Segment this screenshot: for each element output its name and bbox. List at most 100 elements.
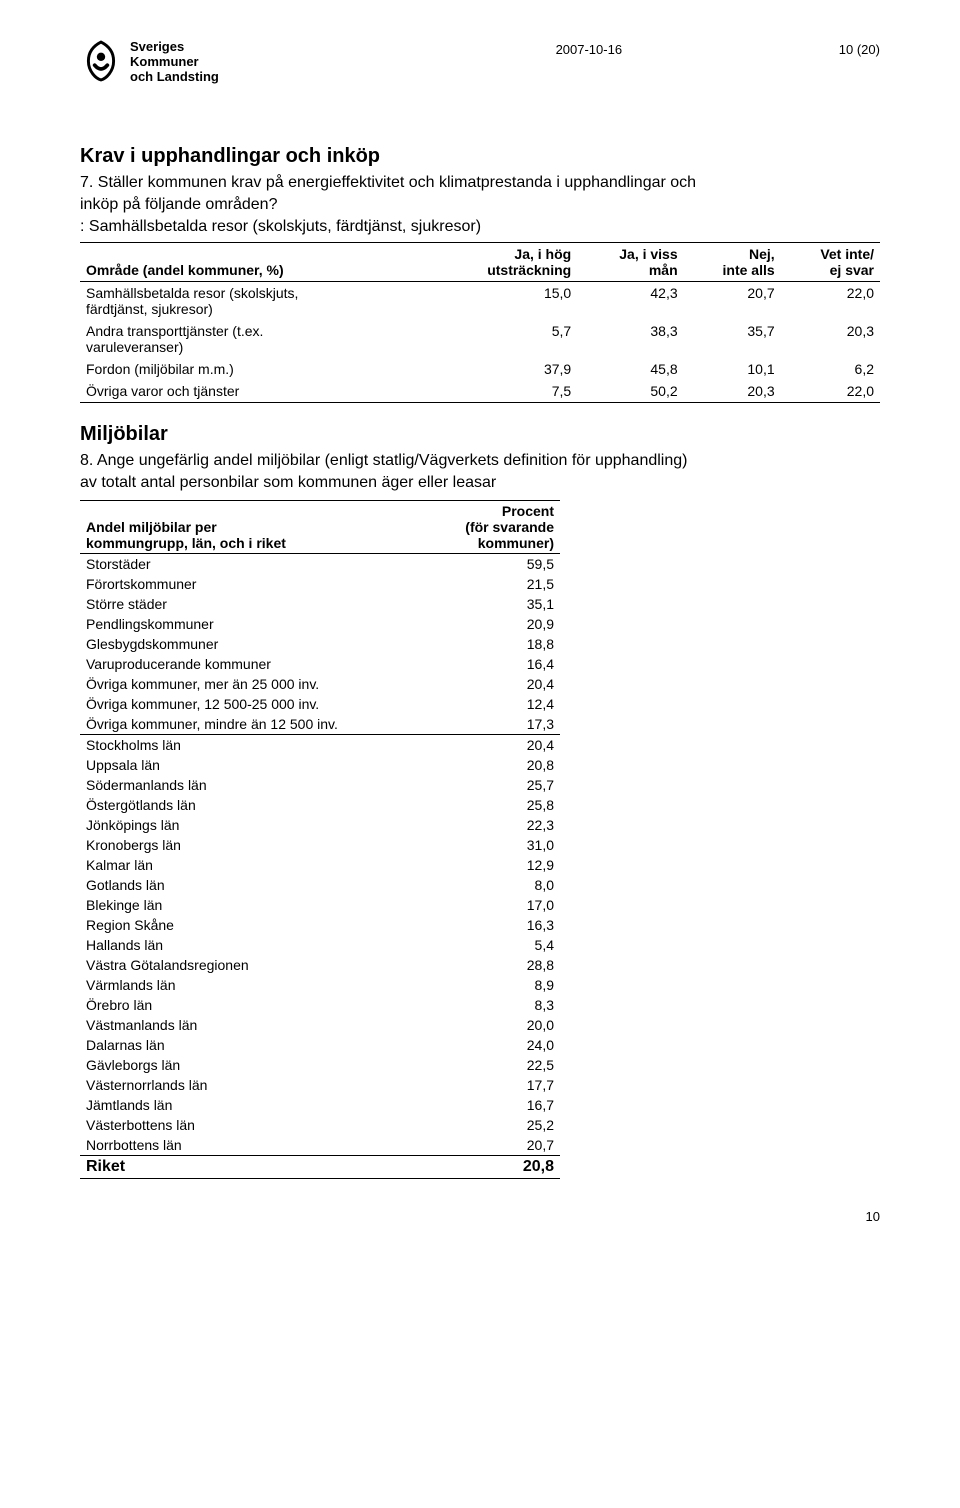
row-label: Övriga varor och tjänster xyxy=(80,380,432,403)
footer-page-number: 10 xyxy=(80,1209,880,1224)
section1-title: Krav i upphandlingar och inköp xyxy=(80,145,880,168)
cell: 15,0 xyxy=(432,281,577,320)
row-label: Övriga kommuner, mer än 25 000 inv. xyxy=(80,674,416,694)
row-label: Västernorrlands län xyxy=(80,1075,416,1095)
table-row: Örebro län8,3 xyxy=(80,995,560,1015)
cell: 45,8 xyxy=(577,358,683,380)
t1-h1: Ja, i högutsträckning xyxy=(432,242,577,281)
table-row: Storstäder59,5 xyxy=(80,553,560,574)
cell: 35,7 xyxy=(684,320,781,358)
row-label: Större städer xyxy=(80,594,416,614)
cell: 20,8 xyxy=(416,755,560,775)
table-row: Övriga varor och tjänster7,550,220,322,0 xyxy=(80,380,880,403)
row-label: Övriga kommuner, mindre än 12 500 inv. xyxy=(80,714,416,735)
table-row: Glesbygdskommuner18,8 xyxy=(80,634,560,654)
row-label: Varuproducerande kommuner xyxy=(80,654,416,674)
cell: 22,3 xyxy=(416,815,560,835)
row-label: Dalarnas län xyxy=(80,1035,416,1055)
table-row: Region Skåne16,3 xyxy=(80,915,560,935)
cell: 8,0 xyxy=(416,875,560,895)
table-row: Norrbottens län20,7 xyxy=(80,1135,560,1156)
cell: 20,7 xyxy=(684,281,781,320)
q7-sub: : Samhällsbetalda resor (skolskjuts, fär… xyxy=(80,218,880,236)
table-row: Övriga kommuner, 12 500-25 000 inv.12,4 xyxy=(80,694,560,714)
table-row: Dalarnas län24,0 xyxy=(80,1035,560,1055)
table-row: Jämtlands län16,7 xyxy=(80,1095,560,1115)
table-row: Hallands län5,4 xyxy=(80,935,560,955)
table-row: Gotlands län8,0 xyxy=(80,875,560,895)
table-row: Samhällsbetalda resor (skolskjuts,färdtj… xyxy=(80,281,880,320)
logo-block: Sveriges Kommuner och Landsting xyxy=(80,40,219,85)
row-label: Uppsala län xyxy=(80,755,416,775)
row-label: Örebro län xyxy=(80,995,416,1015)
cell: 37,9 xyxy=(432,358,577,380)
row-label: Östergötlands län xyxy=(80,795,416,815)
table-q8: Andel miljöbilar perkommungrupp, län, oc… xyxy=(80,500,560,1179)
table-q7: Område (andel kommuner, %) Ja, i högutst… xyxy=(80,242,880,403)
row-label: Pendlingskommuner xyxy=(80,614,416,634)
skl-logo-icon xyxy=(80,40,122,82)
cell: 20,0 xyxy=(416,1015,560,1035)
cell: 17,7 xyxy=(416,1075,560,1095)
cell: 31,0 xyxy=(416,835,560,855)
cell: 20,4 xyxy=(416,734,560,755)
table-row: Varuproducerande kommuner16,4 xyxy=(80,654,560,674)
table-row: Värmlands län8,9 xyxy=(80,975,560,995)
cell: 16,7 xyxy=(416,1095,560,1115)
header-date: 2007-10-16 xyxy=(556,40,623,57)
cell: 35,1 xyxy=(416,594,560,614)
table-row: Uppsala län20,8 xyxy=(80,755,560,775)
table-row: Övriga kommuner, mindre än 12 500 inv.17… xyxy=(80,714,560,735)
row-label: Övriga kommuner, 12 500-25 000 inv. xyxy=(80,694,416,714)
cell: 20,3 xyxy=(781,320,880,358)
row-label: Västmanlands län xyxy=(80,1015,416,1035)
cell: 25,8 xyxy=(416,795,560,815)
row-label: Region Skåne xyxy=(80,915,416,935)
table-row: Kalmar län12,9 xyxy=(80,855,560,875)
table-row: Östergötlands län25,8 xyxy=(80,795,560,815)
cell: 8,3 xyxy=(416,995,560,1015)
section2-title: Miljöbilar xyxy=(80,423,880,446)
cell: 17,3 xyxy=(416,714,560,735)
total-value: 20,8 xyxy=(416,1155,560,1178)
table-row: Södermanlands län25,7 xyxy=(80,775,560,795)
table-row: Gävleborgs län22,5 xyxy=(80,1055,560,1075)
row-label: Kalmar län xyxy=(80,855,416,875)
row-label: Kronobergs län xyxy=(80,835,416,855)
cell: 42,3 xyxy=(577,281,683,320)
t1-h4: Vet inte/ej svar xyxy=(781,242,880,281)
cell: 18,8 xyxy=(416,634,560,654)
t1-h2: Ja, i vissmån xyxy=(577,242,683,281)
row-label: Jönköpings län xyxy=(80,815,416,835)
t2-h0: Andel miljöbilar perkommungrupp, län, oc… xyxy=(80,500,416,553)
row-label: Gävleborgs län xyxy=(80,1055,416,1075)
row-label: Hallands län xyxy=(80,935,416,955)
row-label: Förortskommuner xyxy=(80,574,416,594)
t1-h0: Område (andel kommuner, %) xyxy=(80,242,432,281)
row-label: Stockholms län xyxy=(80,734,416,755)
cell: 59,5 xyxy=(416,553,560,574)
table-row: Stockholms län20,4 xyxy=(80,734,560,755)
q8-line2: av totalt antal personbilar som kommunen… xyxy=(80,474,880,492)
table-row: Västernorrlands län17,7 xyxy=(80,1075,560,1095)
cell: 5,4 xyxy=(416,935,560,955)
cell: 50,2 xyxy=(577,380,683,403)
cell: 6,2 xyxy=(781,358,880,380)
table-row: Fordon (miljöbilar m.m.)37,945,810,16,2 xyxy=(80,358,880,380)
page-header: Sveriges Kommuner och Landsting 2007-10-… xyxy=(80,40,880,85)
table-row: Andra transporttjänster (t.ex.varulevera… xyxy=(80,320,880,358)
cell: 38,3 xyxy=(577,320,683,358)
table-row: Jönköpings län22,3 xyxy=(80,815,560,835)
org-line1: Sveriges xyxy=(130,40,219,55)
row-label: Norrbottens län xyxy=(80,1135,416,1156)
cell: 20,7 xyxy=(416,1135,560,1156)
cell: 12,4 xyxy=(416,694,560,714)
org-line2: Kommuner xyxy=(130,55,219,70)
cell: 17,0 xyxy=(416,895,560,915)
row-label: Fordon (miljöbilar m.m.) xyxy=(80,358,432,380)
cell: 20,3 xyxy=(684,380,781,403)
cell: 8,9 xyxy=(416,975,560,995)
row-label: Gotlands län xyxy=(80,875,416,895)
cell: 20,9 xyxy=(416,614,560,634)
q7-line2: inköp på följande områden? xyxy=(80,196,880,214)
